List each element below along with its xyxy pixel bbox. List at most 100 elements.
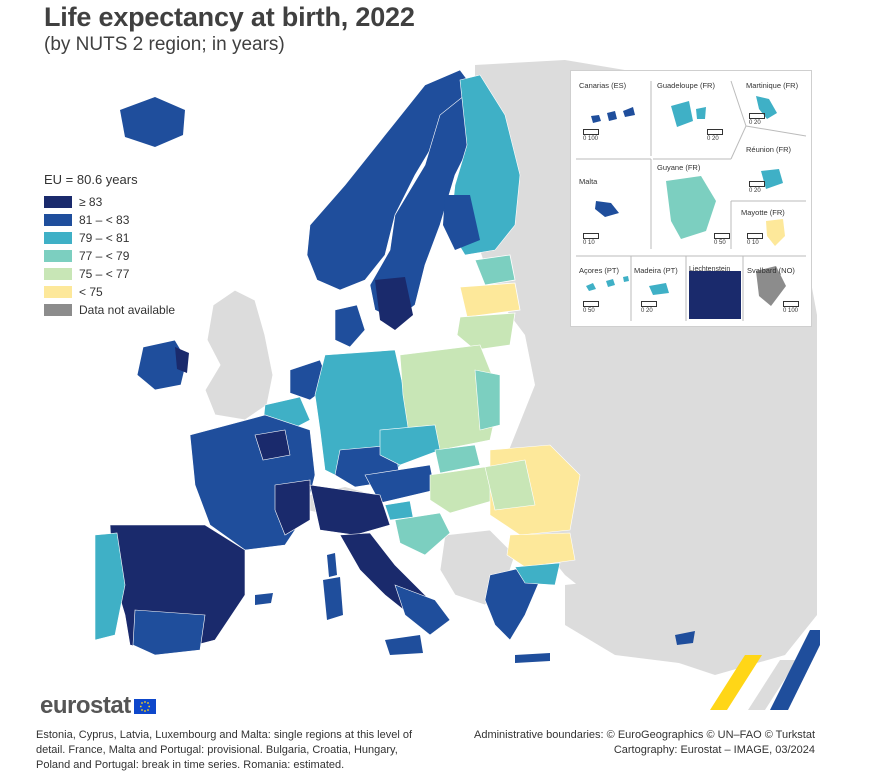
scale-reunion: 0 20: [749, 181, 765, 194]
region-slovakia: [434, 444, 481, 474]
region-sardinia: [323, 577, 343, 620]
region-iceland: [120, 97, 185, 147]
region-croatia: [394, 512, 451, 556]
inset-svalbard-shape: [756, 266, 786, 306]
region-crete: [515, 653, 550, 663]
region-norway: [306, 69, 476, 291]
legend-swatch: [44, 304, 72, 316]
legend-swatch: [44, 196, 72, 208]
inset-label-madeira: Madeira (PT): [634, 266, 678, 275]
region-france-southeast: [274, 479, 311, 536]
inset-label-mayotte: Mayotte (FR): [741, 208, 785, 217]
region-poland-east: [474, 369, 501, 431]
legend-item: Data not available: [44, 301, 204, 319]
legend-label: < 75: [79, 285, 103, 299]
turkey-land: [565, 575, 795, 665]
legend-label: 75 – < 77: [79, 267, 130, 281]
region-balearics: [255, 593, 273, 605]
credits-boundaries: Administrative boundaries: © EuroGeograp…: [473, 729, 815, 741]
legend-item: 81 – < 83: [44, 211, 204, 229]
scale-malta: 0 10: [583, 233, 599, 246]
region-ireland-east: [175, 347, 189, 373]
region-italy-north: [309, 484, 391, 536]
inset-label-reunion: Réunion (FR): [746, 145, 792, 154]
inset-grid: [576, 80, 807, 321]
legend-item: < 75: [44, 283, 204, 301]
legend-swatch: [44, 250, 72, 262]
region-italy-south: [394, 584, 451, 636]
inset-label-svalbard: Svalbard (NO): [747, 266, 795, 275]
legend-title: EU = 80.6 years: [44, 172, 138, 187]
region-corsica: [327, 553, 337, 577]
credits-cartography: Cartography: Eurostat – IMAGE, 03/2024: [613, 744, 815, 756]
map-legend: EU = 80.6 years ≥ 83 81 – < 83 79 – < 81 77…: [44, 172, 204, 319]
scale-martinique: 0 20: [749, 113, 765, 126]
legend-item: 77 – < 79: [44, 247, 204, 265]
legend-label: ≥ 83: [79, 195, 103, 209]
inset-label-martinique: Martinique (FR): [746, 81, 799, 90]
inset-label-canarias: Canarias (ES): [579, 81, 627, 90]
logo-text: eurostat: [40, 692, 131, 719]
region-sicily: [385, 635, 423, 655]
inset-reunion-shape: [761, 169, 783, 189]
region-ireland: [136, 339, 188, 391]
legend-swatch: [44, 214, 72, 226]
scale-svalbard: 0 100: [783, 301, 799, 314]
inset-label-liechtenstein: Liechtenstein: [689, 266, 731, 273]
region-sweden: [369, 94, 476, 321]
legend-item: 75 – < 77: [44, 265, 204, 283]
region-spain-south: [132, 609, 206, 656]
credits: Administrative boundaries: © EuroGeograp…: [474, 728, 815, 758]
inset-liechtenstein-shape: [689, 271, 741, 319]
inset-panel: Canarias (ES) Guadeloupe (FR) Martinique…: [570, 70, 812, 327]
inset-mayotte-shape: [766, 219, 785, 246]
legend-item: ≥ 83: [44, 193, 204, 211]
legend-label: 79 – < 81: [79, 231, 130, 245]
legend-item: 79 – < 81: [44, 229, 204, 247]
page-title: Life expectancy at birth, 2022: [44, 2, 415, 32]
uk-land: [204, 289, 274, 421]
region-portugal: [95, 532, 126, 641]
legend-label: 77 – < 79: [79, 249, 130, 263]
eu-flag-icon: [133, 698, 156, 714]
region-denmark: [334, 304, 366, 348]
scale-madeira: 0 20: [641, 301, 657, 314]
region-latvia: [459, 282, 521, 318]
inset-label-guadeloupe: Guadeloupe (FR): [657, 81, 715, 90]
scale-acores: 0 50: [583, 301, 599, 314]
legend-swatch: [44, 232, 72, 244]
region-lithuania: [456, 312, 516, 351]
inset-martinique-shape: [756, 96, 777, 119]
legend-label: Data not available: [79, 303, 176, 317]
inset-label-malta: Malta: [579, 177, 598, 186]
inset-malta-shape: [595, 201, 619, 217]
eurostat-logo: eurostat: [40, 692, 156, 720]
region-romania-west: [484, 459, 536, 511]
inset-guadeloupe-shape: [671, 101, 706, 127]
scale-mayotte: 0 10: [747, 233, 763, 246]
inset-label-guyane: Guyane (FR): [657, 163, 701, 172]
region-finland-south: [443, 195, 480, 250]
decorative-chevron-icon: [710, 630, 820, 710]
inset-guyane-shape: [666, 176, 716, 239]
inset-acores-shape: [586, 276, 629, 291]
region-bulgaria: [506, 532, 576, 568]
legend-label: 81 – < 83: [79, 213, 130, 227]
region-france-paris: [254, 429, 291, 461]
footnote: Estonia, Cyprus, Latvia, Luxembourg and …: [36, 729, 413, 771]
scale-guadeloupe: 0 20: [707, 129, 723, 142]
region-slovenia: [384, 500, 414, 521]
scale-canarias: 0 100: [583, 129, 599, 142]
scale-guyane: 0 50: [714, 233, 730, 246]
region-greece-north: [514, 562, 561, 586]
legend-swatch: [44, 286, 72, 298]
region-sweden-south: [375, 277, 413, 330]
region-czechia: [379, 424, 441, 466]
legend-items: ≥ 83 81 – < 83 79 – < 81 77 – < 79 75 – < 77…: [44, 193, 204, 319]
region-hungary: [429, 466, 496, 514]
inset-madeira-shape: [649, 283, 669, 295]
inset-label-acores: Açores (PT): [579, 266, 620, 275]
inset-canarias-shape: [591, 107, 635, 123]
region-estonia: [474, 254, 516, 286]
legend-swatch: [44, 268, 72, 280]
